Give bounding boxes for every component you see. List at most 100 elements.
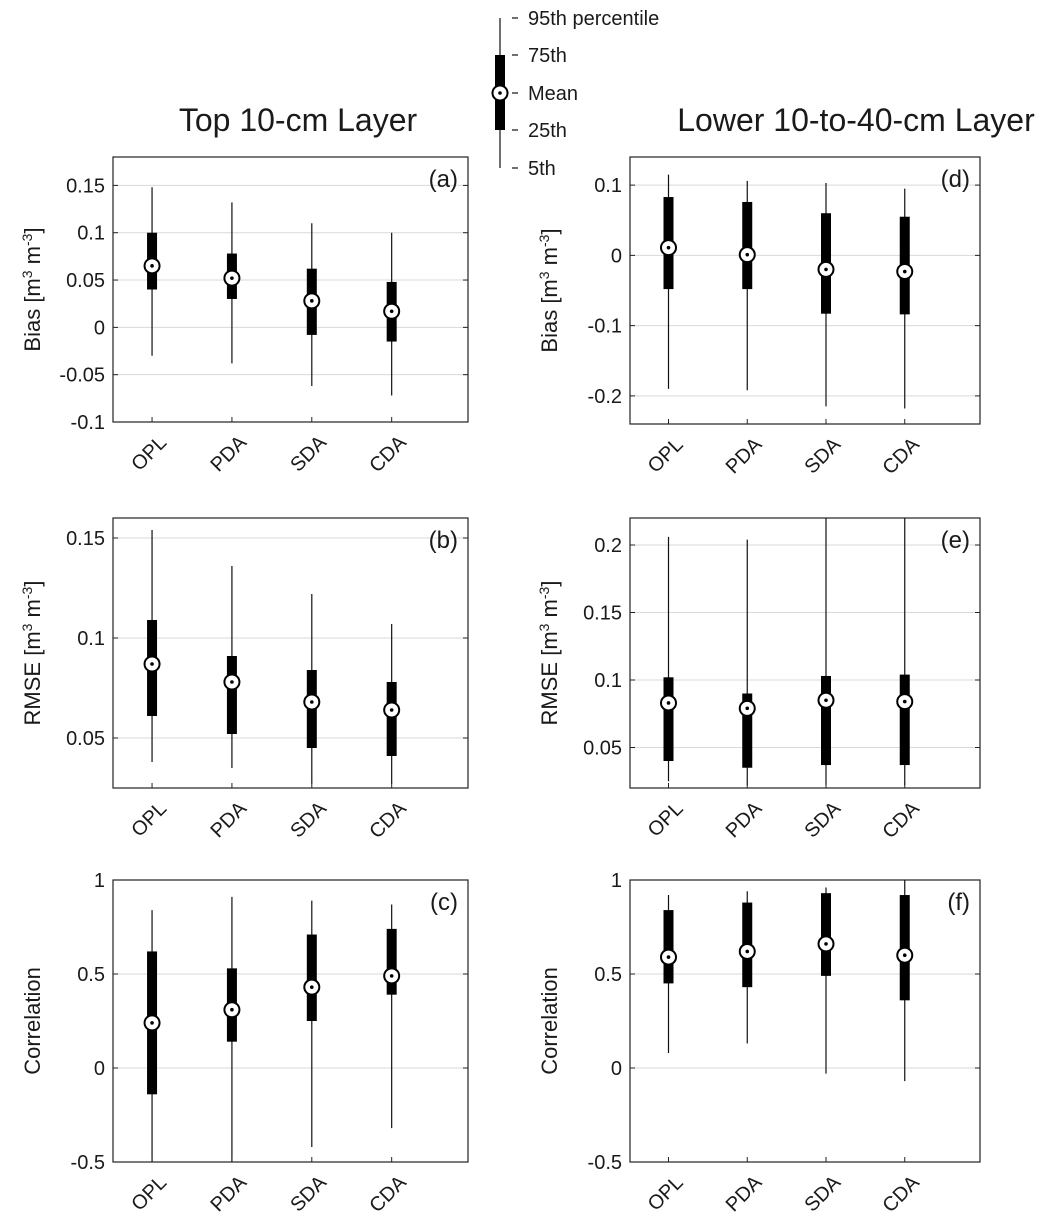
mean-dot xyxy=(902,269,907,274)
axes-frame xyxy=(629,156,981,425)
mean-dot xyxy=(824,942,828,946)
y-tick-label: -0.5 xyxy=(71,1152,105,1174)
panels: -0.1 -0.05 0 0.05 0.1 0.15 Bias [m3 m-3] (a) OPL… xyxy=(19,156,981,1217)
axes-frame xyxy=(629,879,981,1163)
y-tick-label: 0.15 xyxy=(66,528,105,550)
y-axis-label: Correlation xyxy=(20,967,45,1075)
axes-frame xyxy=(112,879,469,1163)
panel-label: (e) xyxy=(941,527,970,554)
iqr-box xyxy=(226,656,237,734)
y-tick-label: 0.1 xyxy=(77,223,105,245)
iqr-box xyxy=(663,910,674,984)
y-tick-label: 0.1 xyxy=(594,670,622,692)
box-opl xyxy=(660,536,677,782)
y-tick-label: 0.5 xyxy=(77,964,105,986)
legend-label: 5th xyxy=(528,158,556,180)
mean-dot xyxy=(666,701,671,705)
iqr-box xyxy=(821,675,831,766)
y-tick-label: 0 xyxy=(94,317,105,339)
mean-dot xyxy=(389,974,394,978)
box-opl xyxy=(660,174,677,389)
y-tick-label: 0.15 xyxy=(583,603,622,625)
panel-a: -0.1 -0.05 0 0.05 0.1 0.15 Bias [m3 m-3] (a) OPL… xyxy=(19,156,469,477)
panel-label: (f) xyxy=(947,889,970,916)
box-sda xyxy=(817,182,835,407)
x-tick-label: OPL xyxy=(127,432,171,476)
y-tick-label: -0.05 xyxy=(59,365,105,387)
panel-label: (a) xyxy=(429,166,458,193)
x-tick-label: SDA xyxy=(286,1171,331,1216)
box-cda xyxy=(383,232,401,396)
y-tick-label: -0.5 xyxy=(588,1152,622,1174)
iqr-box xyxy=(742,693,753,768)
box-sda xyxy=(303,594,321,784)
box-pda xyxy=(223,566,241,768)
y-tick-label: -0.1 xyxy=(71,412,105,434)
x-tick-label: SDA xyxy=(801,797,846,842)
x-tick-label: PDA xyxy=(722,433,767,478)
panel-label: (d) xyxy=(941,166,970,193)
mean-dot xyxy=(902,953,907,957)
y-axis-label: Bias [m3 m-3] xyxy=(19,227,45,351)
mean-dot xyxy=(389,708,394,712)
panel-e: 0.05 0.1 0.15 0.2 RMSE [m3 m-3] (e) OPL PDA SDA C… xyxy=(536,517,981,843)
panel-label: (c) xyxy=(430,889,458,916)
x-tick-label: CDA xyxy=(878,433,924,479)
panel-c: -0.5 0 0.5 1 Correlation (c) OPL PDA SDA CDA xyxy=(20,870,469,1217)
mean-dot xyxy=(230,1007,234,1012)
mean-dot xyxy=(666,245,671,250)
mean-dot xyxy=(230,680,234,684)
box-cda xyxy=(896,518,914,786)
x-tick-label: SDA xyxy=(286,431,331,476)
mean-dot xyxy=(389,309,394,314)
y-tick-label: 0.05 xyxy=(583,738,622,760)
axes-frame xyxy=(112,156,469,423)
y-tick-label: 1 xyxy=(611,870,622,892)
legend-label: 95th percentile xyxy=(528,8,659,30)
x-tick-label: OPL xyxy=(644,1172,688,1216)
y-tick-label: 0.5 xyxy=(594,964,622,986)
mean-dot xyxy=(745,706,750,711)
x-tick-label: PDA xyxy=(206,797,251,842)
x-tick-label: SDA xyxy=(801,433,846,478)
x-tick-label: CDA xyxy=(365,797,411,843)
y-tick-label: 0.15 xyxy=(66,175,105,197)
mean-dot xyxy=(745,949,750,954)
box-cda xyxy=(383,624,401,784)
box-opl xyxy=(660,895,677,1053)
y-axis-label: Bias [m3 m-3] xyxy=(536,228,562,352)
x-tick-label: OPL xyxy=(644,434,688,478)
box-sda xyxy=(303,223,321,387)
mean-dot xyxy=(310,299,314,303)
mean-dot xyxy=(230,276,234,280)
panel-b: 0.05 0.1 0.15 RMSE [m3 m-3] (b) OPL PDA SDA CDA xyxy=(19,517,469,843)
box-sda xyxy=(303,900,321,1147)
x-tick-label: SDA xyxy=(801,1171,846,1216)
mean-dot xyxy=(150,264,154,268)
box-opl xyxy=(143,910,161,1162)
x-tick-label: CDA xyxy=(365,1171,411,1217)
y-tick-label: 1 xyxy=(94,870,105,892)
y-tick-label: 0.2 xyxy=(594,535,622,557)
box-sda xyxy=(817,518,835,786)
iqr-box xyxy=(663,677,674,761)
iqr-box xyxy=(742,201,753,290)
iqr-box xyxy=(821,893,831,976)
box-sda xyxy=(817,887,835,1074)
axes-frame xyxy=(112,517,469,789)
legend-label: Mean xyxy=(528,83,578,105)
x-tick-label: PDA xyxy=(206,431,251,476)
mean-dot xyxy=(824,698,828,703)
y-axis-label: RMSE [m3 m-3] xyxy=(19,581,45,726)
mean-dot xyxy=(902,699,907,704)
x-tick-label: PDA xyxy=(206,1171,251,1216)
x-tick-label: PDA xyxy=(722,1171,767,1216)
panel-f: -0.5 0 0.5 1 Correlation (f) OPL PDA SDA CDA xyxy=(537,870,981,1217)
x-tick-label: OPL xyxy=(644,798,688,842)
box-pda xyxy=(738,180,756,391)
mean-dot xyxy=(666,955,671,959)
y-tick-label: 0 xyxy=(611,245,622,267)
mean-dot xyxy=(745,252,750,257)
box-opl xyxy=(143,187,161,356)
